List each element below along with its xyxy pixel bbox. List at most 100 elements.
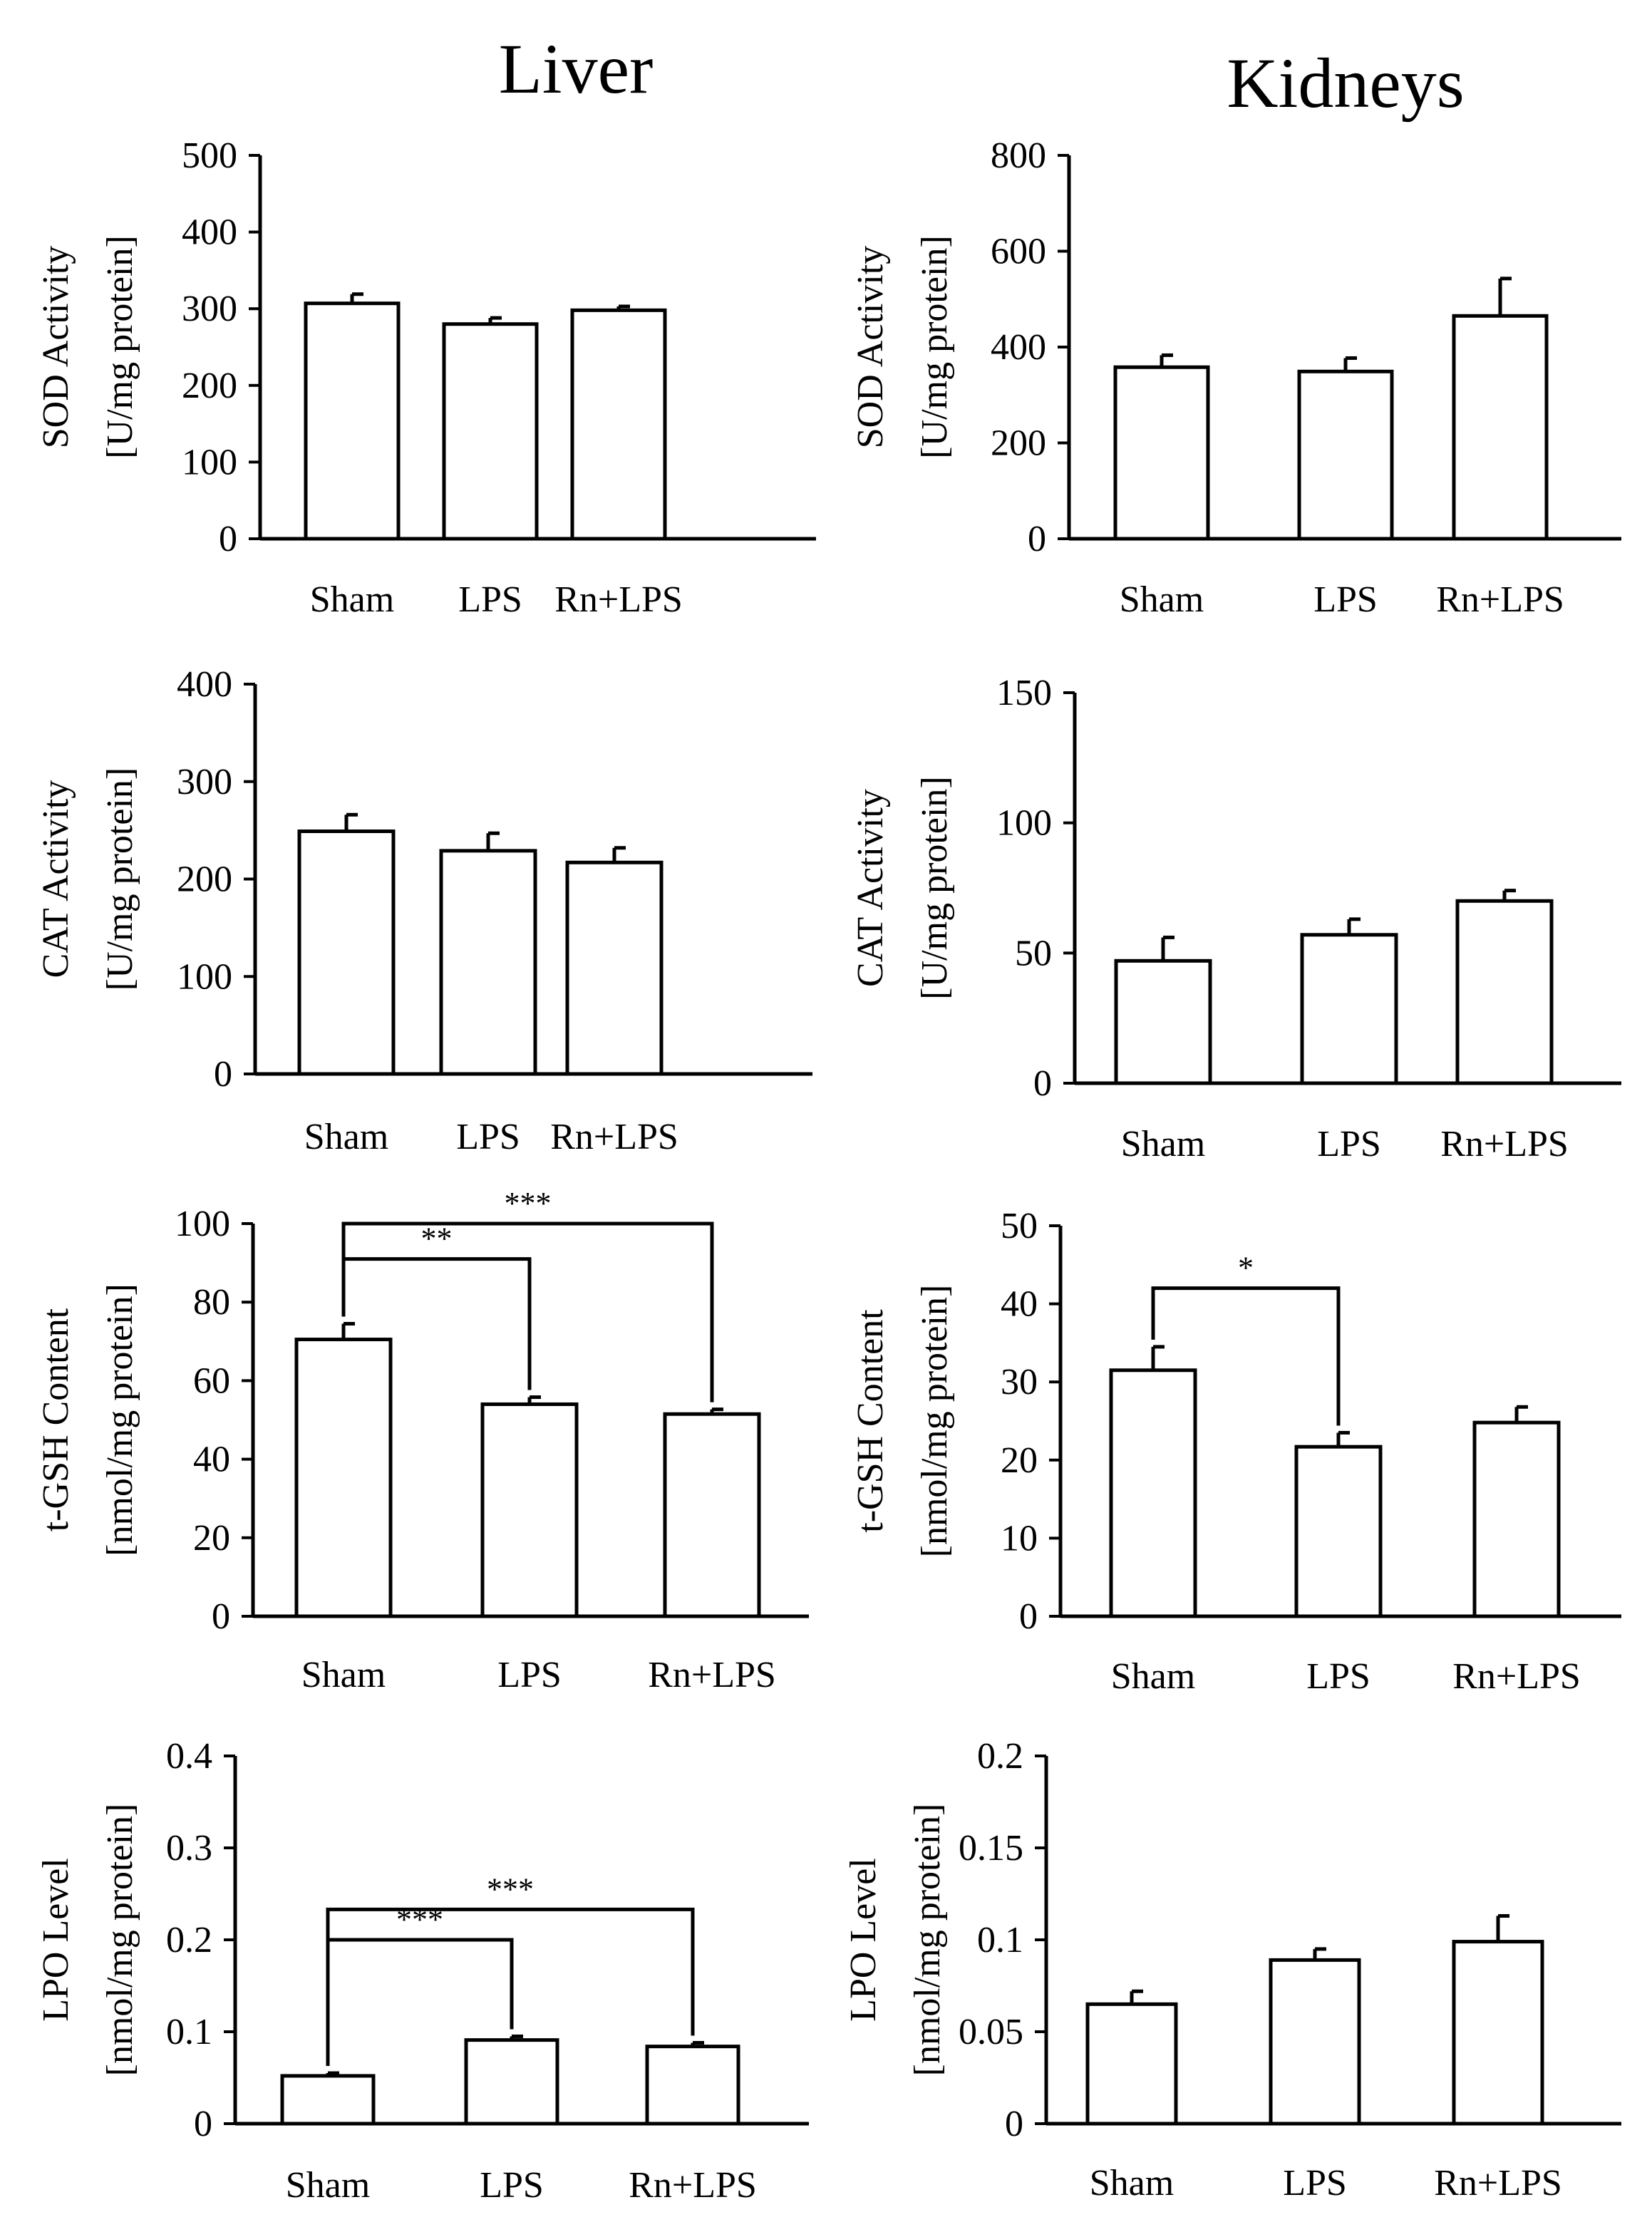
y-tick-label: 600	[991, 232, 1046, 272]
y-axis-title: LPO Level	[843, 1858, 884, 2022]
y-axis-title: [nmol/mg protein]	[914, 1285, 955, 1558]
significance-label: *	[1238, 1251, 1254, 1286]
y-tick-label: 800	[991, 135, 1046, 176]
y-axis-title: [nmol/mg protein]	[100, 1804, 140, 2077]
y-axis-title: LPO Level	[36, 1858, 76, 2022]
y-tick-label: 0	[214, 1054, 232, 1095]
significance-label: **	[421, 1221, 453, 1256]
category-label: Rn+LPS	[554, 579, 683, 620]
category-label: Sham	[1121, 1124, 1205, 1164]
bar-lps	[1294, 1445, 1383, 1618]
y-axis-title: CAT Activity	[36, 780, 76, 978]
y-tick-label: 10	[1001, 1518, 1038, 1559]
bar-lps	[1300, 933, 1398, 1085]
y-tick-label: 300	[182, 289, 237, 329]
y-axis-title: [U/mg protein]	[914, 776, 955, 999]
y-axis-title: [U/mg protein]	[914, 235, 955, 458]
bar-lps	[1297, 369, 1394, 541]
y-axis-title: [nmol/mg protein]	[100, 1283, 140, 1556]
category-label: LPS	[1306, 1656, 1370, 1697]
y-axis-title: [U/mg protein]	[100, 768, 140, 991]
bar-lps	[480, 1402, 579, 1618]
bar-lps	[1269, 1958, 1361, 2126]
category-label: Sham	[301, 1655, 386, 1695]
y-tick-label: 0	[1019, 1596, 1038, 1637]
significance-label: ***	[505, 1186, 552, 1221]
column-title-kidneys: Kidneys	[1227, 43, 1464, 123]
significance-label: ***	[396, 1902, 443, 1937]
bar-lps	[464, 2038, 559, 2126]
y-tick-label: 0	[1005, 2104, 1023, 2144]
y-tick-label: 50	[1001, 1206, 1038, 1246]
category-label: Sham	[1111, 1656, 1195, 1697]
significance-bracket	[326, 1938, 514, 2067]
y-tick-label: 0	[194, 2104, 212, 2144]
category-label: LPS	[456, 1117, 520, 1157]
category-label: Sham	[1090, 2163, 1174, 2203]
chart-liver-sod: 0 100 200 300 400 500 Sham LPS Rn+LPS SOD Activit…	[36, 135, 816, 620]
y-tick-label: 0	[1028, 519, 1046, 559]
y-tick-label: 20	[193, 1518, 230, 1559]
y-tick-label: 400	[991, 327, 1046, 368]
y-tick-label: 100	[177, 956, 232, 997]
category-label: LPS	[1313, 579, 1378, 620]
y-tick-label: 200	[177, 859, 232, 900]
chart-kidney-cat: 0 50 100 150 Sham LPS Rn+LPS CAT Activity [U/mg …	[850, 673, 1621, 1164]
category-label: LPS	[480, 2165, 544, 2206]
bar-sham	[297, 829, 396, 1076]
bar-rn-lps	[1452, 314, 1549, 541]
y-tick-label: 400	[177, 664, 232, 705]
y-tick-label: 0.4	[166, 1736, 212, 1777]
y-axis-title: SOD Activity	[850, 246, 891, 449]
category-label: Rn+LPS	[1440, 1124, 1569, 1164]
chart-kidney-sod: 0 200 400 600 800 Sham LPS Rn+LPS SOD Activity [U…	[850, 135, 1621, 620]
y-tick-label: 40	[1001, 1284, 1038, 1325]
significance-label: ***	[487, 1871, 534, 1906]
category-label: Rn+LPS	[1452, 1656, 1581, 1697]
significance-bracket	[341, 1257, 532, 1390]
y-tick-label: 200	[182, 366, 237, 406]
y-tick-label: 400	[182, 212, 237, 253]
y-tick-label: 200	[991, 423, 1046, 464]
y-tick-label: 80	[193, 1282, 230, 1323]
y-tick-label: 150	[996, 673, 1052, 713]
category-label: Sham	[310, 579, 394, 620]
y-tick-label: 300	[177, 762, 232, 802]
chart-liver-cat: 0 100 200 300 400 Sham LPS Rn+LPS CAT Activity [U…	[36, 664, 812, 1157]
category-label: LPS	[1283, 2163, 1347, 2203]
y-axis-title: CAT Activity	[850, 789, 891, 987]
y-tick-label: 500	[182, 135, 237, 176]
y-tick-label: 40	[193, 1440, 230, 1480]
y-tick-label: 0.2	[166, 1920, 212, 1960]
y-tick-label: 30	[1001, 1362, 1038, 1402]
bar-sham	[1114, 959, 1212, 1085]
bar-lps	[442, 322, 539, 541]
y-tick-label: 0.1	[166, 2012, 212, 2052]
bar-rn-lps	[565, 860, 664, 1076]
category-label: LPS	[1317, 1124, 1381, 1164]
y-axis-title: SOD Activity	[36, 246, 76, 449]
category-label: Sham	[304, 1117, 388, 1157]
chart-kidney-gsh: 0 10 20 30 40 50 Sham LPS Rn+LPS t-GSH Content [nm…	[850, 1206, 1621, 1697]
bar-sham	[304, 301, 401, 541]
y-tick-label: 0	[212, 1596, 230, 1637]
y-tick-label: 20	[1001, 1440, 1038, 1481]
bar-rn-lps	[1452, 1940, 1544, 2126]
y-tick-label: 0.05	[959, 2012, 1023, 2052]
category-label: Rn+LPS	[1436, 579, 1564, 620]
y-tick-label: 100	[996, 803, 1052, 844]
category-label: Rn+LPS	[1434, 2163, 1562, 2203]
category-label: Rn+LPS	[648, 1655, 776, 1695]
bar-rn-lps	[1455, 899, 1554, 1085]
chart-kidney-lpo: 0 0.05 0.1 0.15 0.2 Sham LPS Rn+LPS LPO Level [nm…	[843, 1736, 1621, 2203]
y-axis-title: t-GSH Content	[36, 1308, 76, 1531]
category-label: LPS	[458, 579, 522, 620]
category-label: Rn+LPS	[629, 2165, 757, 2206]
bar-sham	[1113, 365, 1210, 541]
bar-sham	[280, 2074, 376, 2126]
bar-sham	[1085, 2002, 1178, 2126]
y-tick-label: 50	[1015, 933, 1052, 973]
y-axis-title: [nmol/mg protein]	[907, 1804, 948, 2077]
